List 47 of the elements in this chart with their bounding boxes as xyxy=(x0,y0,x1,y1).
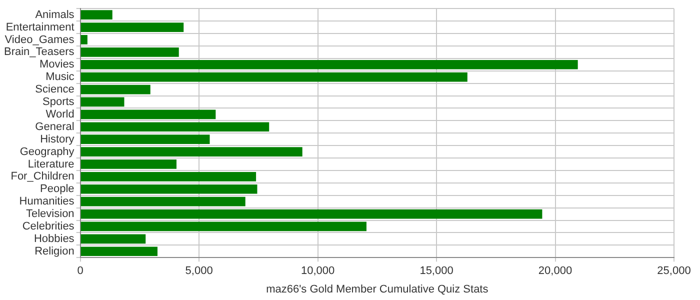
y-tick-label: Brain_Teasers xyxy=(4,46,75,58)
y-tick-label: Entertainment xyxy=(6,21,74,34)
bar xyxy=(80,60,578,70)
bar xyxy=(80,234,146,244)
y-tick-label: Music xyxy=(46,71,75,84)
bar xyxy=(80,209,542,219)
x-tick-label: 5,000 xyxy=(185,265,213,278)
y-tick-label: Religion xyxy=(34,245,74,258)
bar xyxy=(80,10,112,20)
bar xyxy=(80,22,184,32)
x-tick-label: 20,000 xyxy=(538,265,572,278)
y-tick-label: Hobbies xyxy=(34,232,75,245)
y-tick-label: Geography xyxy=(20,146,75,158)
y-tick-label: Movies xyxy=(39,58,75,71)
y-tick-label: General xyxy=(35,120,74,133)
y-tick-label: World xyxy=(46,108,74,120)
bar xyxy=(80,172,256,182)
bar xyxy=(80,48,179,57)
y-tick-label: Sports xyxy=(42,96,75,108)
bar xyxy=(80,84,150,94)
y-tick-label: Animals xyxy=(35,8,75,21)
bar xyxy=(80,246,158,256)
y-tick-label: For_Children xyxy=(10,170,74,183)
x-tick-label: 25,000 xyxy=(657,265,691,278)
bar xyxy=(80,147,302,156)
bar xyxy=(80,134,210,144)
y-tick-label: Humanities xyxy=(19,196,75,208)
x-tick-label: 0 xyxy=(77,265,84,278)
y-tick-label: People xyxy=(40,183,74,196)
x-tick-label: 15,000 xyxy=(420,265,454,278)
y-tick-label: Video_Games xyxy=(4,34,75,46)
bar xyxy=(80,110,216,120)
bar xyxy=(80,35,88,44)
y-tick-label: Television xyxy=(26,208,74,220)
y-tick-label: Celebrities xyxy=(22,220,75,233)
bar xyxy=(80,184,258,194)
bar xyxy=(80,72,468,82)
y-tick-label: Literature xyxy=(28,158,74,170)
bar xyxy=(80,97,124,107)
y-tick-label: History xyxy=(40,133,75,146)
bar xyxy=(80,160,176,169)
x-tick-label: 10,000 xyxy=(300,265,335,278)
bar xyxy=(80,196,246,206)
bar xyxy=(80,222,366,232)
x-axis-title: maz66's Gold Member Cumulative Quiz Stats xyxy=(266,283,489,296)
bar xyxy=(80,122,270,132)
y-tick-label: Science xyxy=(35,84,74,96)
